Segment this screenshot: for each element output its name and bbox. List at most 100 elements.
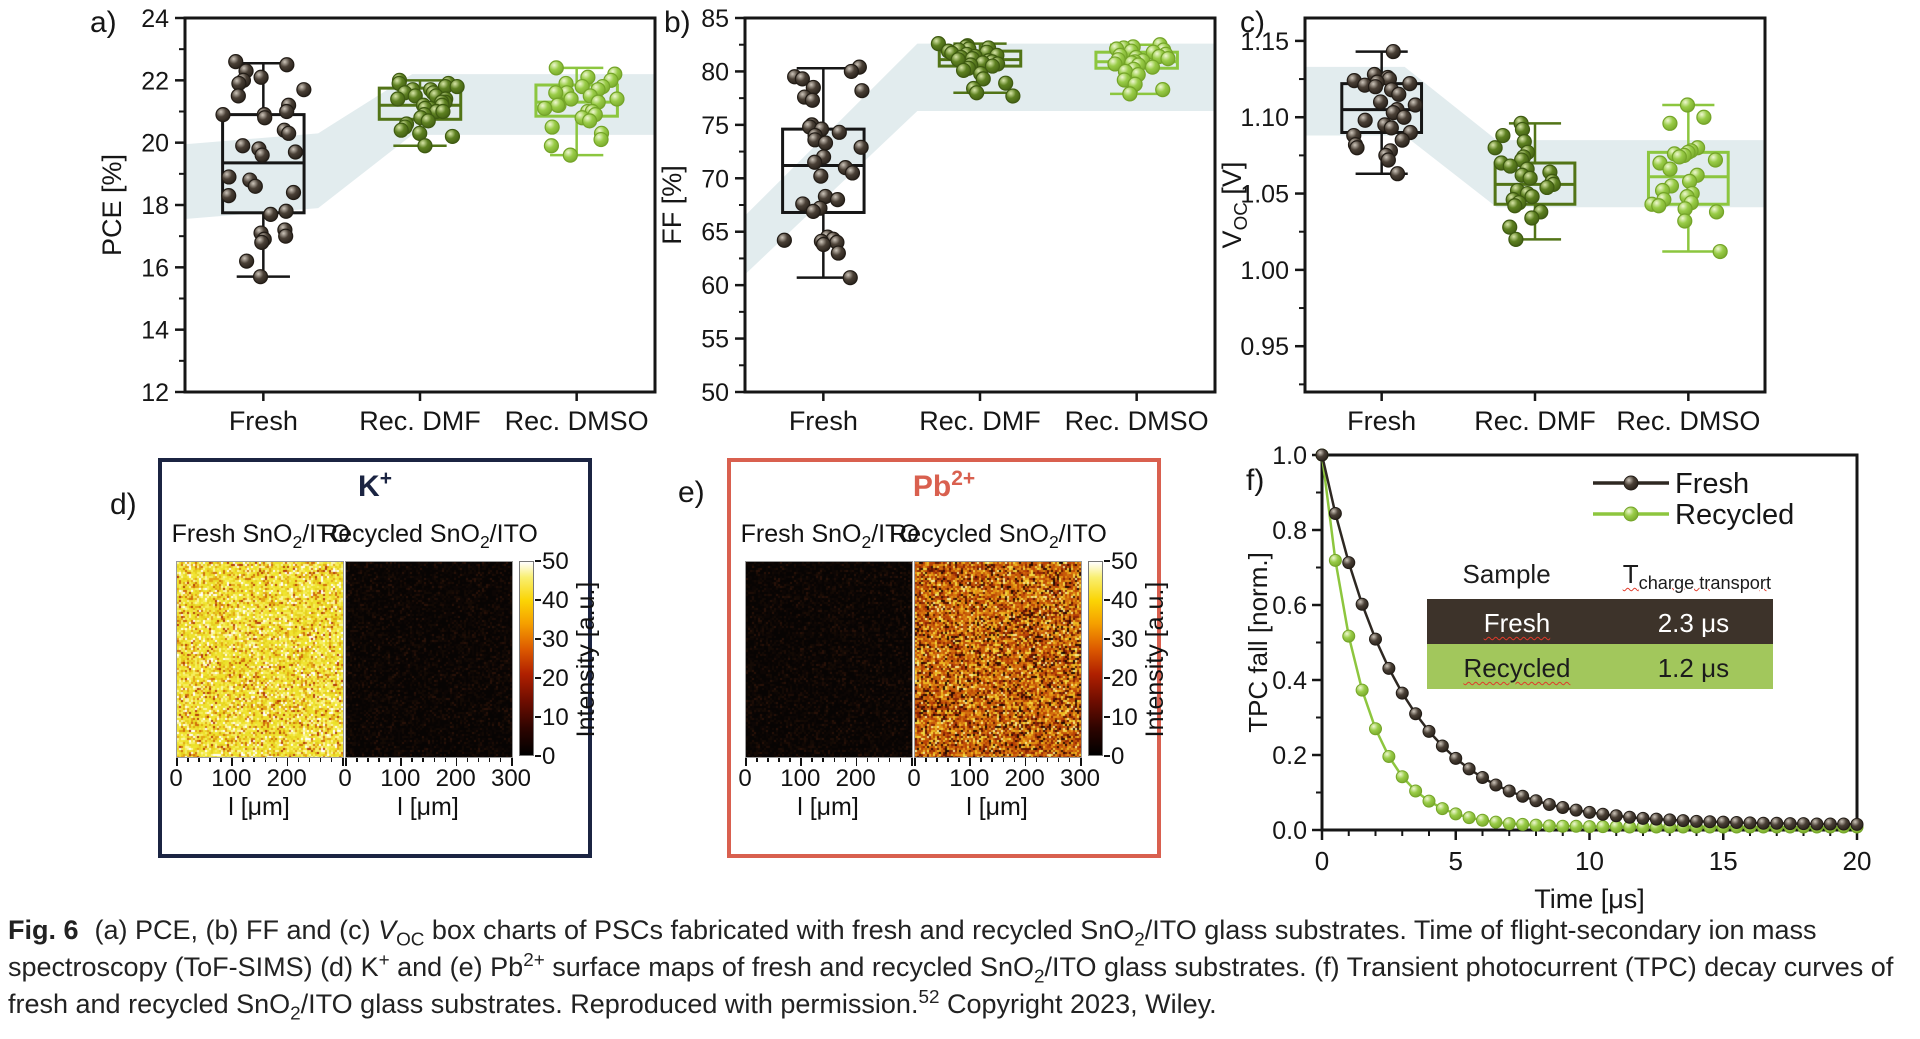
y-tick-label: 0.2 <box>1272 742 1307 770</box>
y-tick-label: 1.10 <box>1240 104 1289 132</box>
y-tick-label: 0.0 <box>1272 817 1307 845</box>
row-value: 2.3 μs <box>1657 608 1730 638</box>
panel-d-letter: d) <box>110 488 137 521</box>
y-tick-label: 80 <box>701 58 729 86</box>
y-tick-label: 0.8 <box>1272 517 1307 545</box>
recycled-sims-map <box>914 561 1082 758</box>
map-axis-tick-label: 200 <box>266 765 307 792</box>
x-tick-label: 20 <box>1843 846 1872 876</box>
y-tick-label: 20 <box>141 130 169 158</box>
row-label: Fresh <box>1483 608 1551 638</box>
legend-label: Recycled <box>1675 499 1794 531</box>
y-tick-label: 12 <box>141 379 169 407</box>
table-row-recycled: Recycled 1.2 μs <box>1427 644 1773 689</box>
y-axis-title: FF [%] <box>657 165 687 245</box>
row-label: Recycled <box>1463 653 1571 683</box>
colorbar-tick-label: 20 <box>542 665 569 692</box>
recycled-sims-map <box>345 561 513 758</box>
y-tick-label: 18 <box>141 192 169 220</box>
caption-text: (a) PCE, (b) FF and (c) VOC box charts o… <box>8 915 1894 1025</box>
x-axis: 0 5 10 15 20 <box>1315 830 1872 876</box>
tpc-decay-panel: 0.0 0.2 0.4 0.6 0.8 1.0 0 5 10 15 20 Time [μs] TPC f… <box>1243 442 1920 920</box>
colorbar-tick-label: 0 <box>1111 743 1125 770</box>
y-axis: 0.0 0.2 0.4 0.6 0.8 1.0 <box>1272 442 1322 845</box>
category-label: Rec. DMSO <box>1616 406 1760 436</box>
y-tick-label: 85 <box>701 5 729 33</box>
table-row-fresh: Fresh 2.3 μs <box>1427 599 1773 644</box>
sample-column-header: Sample <box>1462 559 1551 589</box>
fresh-map-label: Fresh SnO2/ITO <box>171 520 351 552</box>
panel-b-letter: b) <box>664 6 691 39</box>
recycled-map-xaxis-label: l [μm] <box>966 793 1028 821</box>
charge-transport-table: Sample Tcharge transport Fresh 2.3 μs Re… <box>1427 555 1773 689</box>
map-axis-tick-label: 0 <box>907 765 921 792</box>
fresh-map-xaxis-label: l [μm] <box>228 793 290 821</box>
rec-dmf-scatter-points <box>390 72 465 154</box>
y-tick-label: 16 <box>141 254 169 282</box>
map-axis-tick-label: 0 <box>169 765 183 792</box>
figure-caption: Fig. 6 (a) PCE, (b) FF and (c) VOC box ch… <box>8 912 1912 1023</box>
fresh-sims-map <box>745 561 913 758</box>
colorbar-tick-label: 50 <box>1111 548 1138 575</box>
row-value: 1.2 μs <box>1657 653 1730 683</box>
voc-box-chart: 0.95 1.00 1.05 1.10 1.15 Fresh Rec. DMF Rec. DM… <box>1217 16 1767 436</box>
y-tick-label: 65 <box>701 219 729 247</box>
x-axis-title: Time [μs] <box>1534 884 1645 914</box>
category-label: Rec. DMSO <box>505 406 649 436</box>
y-tick-label: 22 <box>141 67 169 95</box>
y-tick-label: 70 <box>701 165 729 193</box>
y-axis-title: PCE [%] <box>97 154 127 256</box>
recycled-map-xaxis-label: l [μm] <box>397 793 459 821</box>
ff-box-chart: 50 55 60 65 70 75 80 85 Fresh Rec. DMF Rec. DMSO FF… <box>657 5 1217 436</box>
pb2plus-sims-panel: Pb2+ Fresh SnO2/ITO Recycled SnO2/ITO 0 1… <box>727 458 1169 858</box>
map-axis-tick-label: 0 <box>738 765 752 792</box>
y-tick-label: 50 <box>701 379 729 407</box>
fresh-scatter-points <box>1346 43 1423 182</box>
map-axis-tick-label: 100 <box>211 765 252 792</box>
rec-dmso-scatter-points <box>1644 97 1728 260</box>
fresh-sims-map <box>176 561 344 758</box>
tpc-decay-chart: 0.0 0.2 0.4 0.6 0.8 1.0 0 5 10 15 20 Time [μs] TPC f… <box>1243 442 1872 914</box>
category-label: Fresh <box>1347 406 1416 436</box>
map-axis-tick-label: 200 <box>835 765 876 792</box>
kplus-sims-panel: K+ Fresh SnO2/ITO Recycled SnO2/ITO 0 100… <box>158 458 600 858</box>
y-tick-label: 60 <box>701 272 729 300</box>
y-axis: 12 14 16 18 20 22 24 <box>141 5 185 407</box>
x-axis: Fresh Rec. DMF Rec. DMSO <box>229 392 649 436</box>
map-axis-tick-label: 300 <box>490 765 532 792</box>
tau-column-header: Tcharge transport <box>1622 559 1772 594</box>
y-axis: 0.95 1.00 1.05 1.10 1.15 <box>1240 28 1305 386</box>
y-tick-label: 0.95 <box>1240 333 1289 361</box>
y-tick-label: 75 <box>701 112 729 140</box>
panel-e-letter: e) <box>678 476 705 509</box>
pce-box-chart: 12 14 16 18 20 22 24 Fresh Rec. DMF Rec. DMSO PCE … <box>97 5 657 436</box>
fresh-map-xaxis-label: l [μm] <box>797 793 859 821</box>
y-tick-label: 1.15 <box>1240 28 1289 56</box>
x-tick-label: 0 <box>1315 846 1329 876</box>
map-axis-tick-label: 300 <box>1059 765 1101 792</box>
y-axis-title: VOC [V] <box>1217 162 1252 249</box>
colorbar-tick-label: 20 <box>1111 665 1138 692</box>
panel-a-letter: a) <box>90 6 117 39</box>
y-tick-label: 1.0 <box>1272 445 1307 470</box>
y-tick-label: 1.05 <box>1240 181 1289 209</box>
map-axis-tick-label: 100 <box>380 765 421 792</box>
y-tick-label: 0.4 <box>1272 667 1307 695</box>
y-tick-label: 14 <box>141 317 169 345</box>
fresh-scatter-points <box>776 59 870 286</box>
rec-dmf-box <box>1493 122 1577 241</box>
x-axis: Fresh Rec. DMF Rec. DMSO <box>789 392 1209 436</box>
category-label: Rec. DMF <box>1474 406 1596 436</box>
recycled-map-label: Recycled SnO2/ITO <box>889 520 1107 552</box>
colorbar-tick-label: 10 <box>1111 704 1138 731</box>
recycled-map-label: Recycled SnO2/ITO <box>320 520 538 552</box>
category-label: Fresh <box>789 406 858 436</box>
intensity-colorbar <box>519 561 534 756</box>
pb2plus-title: Pb2+ <box>912 467 976 503</box>
colorbar-label: Intensity [a.u.] <box>572 581 600 738</box>
colorbar-tick-label: 10 <box>542 704 569 731</box>
y-tick-label: 1.00 <box>1240 257 1289 285</box>
panel-c-letter: c) <box>1240 6 1265 39</box>
